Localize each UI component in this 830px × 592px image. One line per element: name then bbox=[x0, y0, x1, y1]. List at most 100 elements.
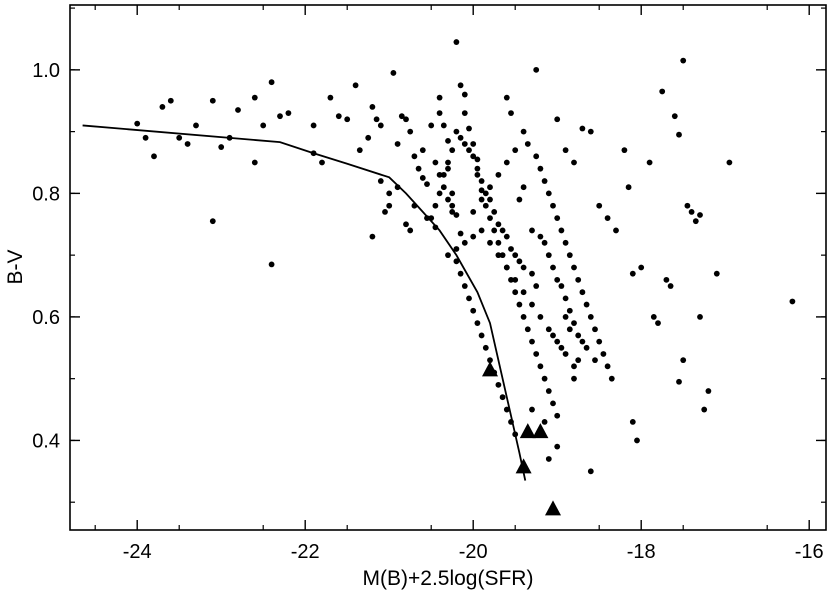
data-point bbox=[461, 110, 468, 116]
data-point bbox=[575, 276, 582, 283]
data-point bbox=[445, 159, 451, 166]
data-point bbox=[470, 307, 477, 314]
data-point bbox=[428, 122, 435, 129]
data-point bbox=[503, 233, 510, 240]
data-point bbox=[487, 239, 493, 246]
data-point bbox=[529, 301, 535, 308]
data-point bbox=[613, 227, 619, 234]
plot-marks bbox=[82, 39, 796, 516]
data-point bbox=[558, 227, 565, 234]
data-point bbox=[545, 190, 552, 197]
data-point bbox=[520, 184, 527, 191]
triangle-point bbox=[519, 423, 536, 439]
data-point bbox=[646, 159, 653, 166]
data-point bbox=[562, 147, 569, 154]
data-point bbox=[495, 239, 502, 246]
data-point bbox=[545, 388, 552, 394]
data-point bbox=[503, 94, 510, 101]
data-point bbox=[335, 113, 342, 120]
data-point bbox=[495, 381, 502, 388]
data-point bbox=[663, 276, 670, 283]
data-point bbox=[382, 209, 388, 215]
data-point bbox=[533, 153, 540, 160]
data-point bbox=[453, 128, 460, 135]
data-point bbox=[478, 187, 485, 194]
data-point bbox=[604, 363, 611, 370]
data-point bbox=[499, 227, 506, 234]
data-point bbox=[529, 270, 535, 277]
data-point bbox=[453, 258, 460, 265]
triangle-point bbox=[532, 423, 549, 439]
data-point bbox=[650, 314, 657, 320]
y-tick-label: 0.6 bbox=[32, 307, 60, 329]
data-point bbox=[629, 419, 636, 425]
data-point bbox=[352, 82, 359, 89]
data-point bbox=[701, 406, 708, 413]
data-point bbox=[356, 147, 363, 154]
data-point bbox=[461, 283, 468, 289]
data-point bbox=[445, 196, 451, 203]
data-point bbox=[529, 227, 535, 234]
data-point bbox=[512, 276, 519, 283]
data-point bbox=[487, 184, 493, 191]
data-point bbox=[684, 202, 691, 209]
data-point bbox=[268, 79, 275, 86]
data-point bbox=[520, 264, 527, 271]
data-point bbox=[554, 412, 561, 419]
data-point bbox=[550, 264, 556, 271]
data-point bbox=[726, 159, 733, 166]
data-point bbox=[495, 252, 502, 259]
data-point bbox=[529, 406, 535, 413]
x-axis-label: M(B)+2.5log(SFR) bbox=[363, 567, 534, 590]
y-axis-label: B-V bbox=[4, 249, 27, 284]
data-point bbox=[671, 113, 678, 120]
data-point bbox=[579, 289, 586, 296]
x-tick-label: -24 bbox=[123, 541, 152, 563]
data-point bbox=[482, 202, 489, 209]
data-point bbox=[369, 233, 376, 240]
data-point bbox=[193, 122, 199, 129]
data-point bbox=[470, 209, 477, 215]
data-point bbox=[545, 252, 552, 259]
data-point bbox=[474, 171, 481, 178]
data-point bbox=[638, 264, 645, 271]
data-point bbox=[365, 134, 372, 141]
data-point bbox=[445, 252, 451, 259]
data-point bbox=[453, 39, 460, 45]
data-point bbox=[457, 82, 464, 89]
data-point bbox=[503, 159, 510, 166]
data-point bbox=[482, 344, 489, 351]
data-point bbox=[499, 394, 506, 401]
data-point bbox=[692, 218, 699, 225]
data-point bbox=[419, 147, 426, 154]
data-point bbox=[529, 338, 535, 345]
data-point bbox=[398, 113, 405, 120]
data-point bbox=[587, 314, 594, 320]
data-point bbox=[520, 128, 527, 135]
data-point bbox=[571, 375, 577, 382]
data-point bbox=[579, 338, 586, 345]
data-point bbox=[537, 363, 544, 370]
data-point bbox=[583, 344, 590, 351]
data-point bbox=[432, 159, 439, 166]
data-point bbox=[235, 107, 241, 113]
data-point bbox=[373, 116, 380, 123]
plot-frame bbox=[69, 4, 827, 531]
x-tick-label: -22 bbox=[291, 541, 320, 563]
data-point bbox=[550, 202, 556, 209]
data-point bbox=[508, 276, 514, 283]
data-point bbox=[503, 406, 510, 413]
fit-line bbox=[82, 124, 527, 481]
data-point bbox=[268, 261, 275, 268]
data-point bbox=[533, 351, 540, 357]
y-tick-label: 1.0 bbox=[32, 60, 60, 82]
data-point bbox=[575, 357, 582, 364]
data-point bbox=[184, 141, 191, 147]
data-point bbox=[629, 270, 636, 277]
data-point bbox=[571, 363, 577, 370]
data-point bbox=[545, 326, 552, 333]
data-point bbox=[151, 153, 157, 160]
data-point bbox=[566, 252, 573, 259]
data-point bbox=[407, 128, 414, 135]
data-point bbox=[470, 141, 477, 147]
